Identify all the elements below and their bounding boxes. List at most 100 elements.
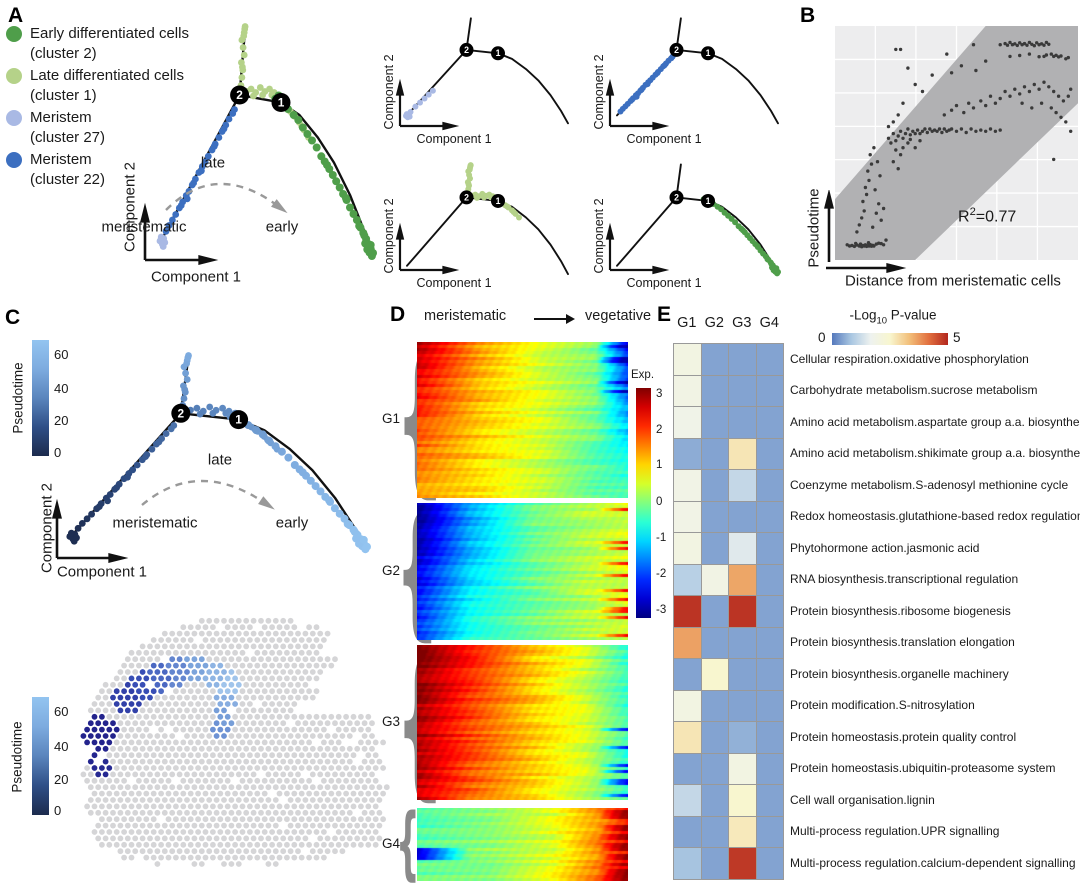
spatial-spot [298,739,305,746]
spatial-spot [261,726,268,733]
spatial-spot [128,765,135,771]
spatial-spot [380,790,386,797]
spatial-spot [87,784,94,791]
spatial-spot [158,841,164,848]
pvalue-cell-G1-row12 [674,690,702,722]
cell-point [240,32,248,40]
spatial-spot [217,829,224,835]
spatial-spot [113,726,120,733]
spatial-spot [169,835,176,842]
spatial-spot [332,720,338,727]
spatial-spot [324,733,331,739]
spatial-spot [272,745,279,752]
svg-text:2: 2 [464,45,469,55]
spatial-spot [272,758,279,765]
spatial-spot [202,637,209,643]
spatial-spot [313,765,320,771]
spatial-spot [191,694,198,701]
scatter-point [869,162,874,166]
spatial-spot [217,675,224,682]
pseudotime-tick-40: 40 [54,380,69,396]
spatial-spot [124,720,131,727]
scatter-point [959,64,964,68]
spatial-spot [272,707,279,714]
spatial-spot [250,733,257,739]
spatial-spot [180,829,187,835]
spatial-spot [254,688,261,695]
spatial-spot [150,713,157,720]
spatial-spot [228,758,235,765]
spatial-spot [224,688,231,695]
spatial-spot [106,713,113,720]
cell-point [421,95,428,102]
scatter-point [971,106,976,110]
spatial-spot [269,649,275,656]
cell-point [754,243,761,249]
spatial-spot [202,841,209,848]
spatial-spot [113,713,120,720]
pathway-term-10: Protein biosynthesis.translation elongat… [790,635,1015,650]
spatial-spot [324,797,331,803]
scatter-point [1066,94,1070,98]
spatial-spot [298,777,305,784]
pseudotime-colorbar-trajectory [32,340,49,456]
scatter-point [1059,115,1063,120]
spatial-spot [213,720,220,727]
spatial-spot [161,848,168,855]
spatial-spot [321,637,327,643]
pvalue-cell-G2-row16 [701,816,729,848]
spatial-spot [306,624,312,631]
spatial-spot [346,758,353,765]
legend-item-4: Meristem (cluster 22) [6,150,105,190]
spatial-spot [169,707,176,714]
spatial-spot [150,854,157,861]
spatial-spot [354,835,361,842]
spatial-spot [372,777,379,784]
scatter-point [1015,43,1019,48]
spatial-spot [158,688,164,695]
spatial-spot [124,707,131,714]
spatial-spot [280,758,287,765]
spatial-spot [161,822,168,829]
spatial-spot [247,637,253,643]
spatial-spot [284,816,290,823]
cell-point [238,74,246,81]
pvalue-row-6 [674,501,784,533]
spatial-spot [217,688,224,695]
spatial-spot [139,733,146,739]
scatter-point [866,169,870,173]
spatial-spot [306,637,312,643]
spatial-spot [198,720,205,727]
late-annotation-c: late [207,451,233,469]
spatial-spot [239,841,246,848]
scatter-point [891,120,895,124]
spatial-spot [147,694,153,701]
scatter-point [1003,89,1007,94]
spatial-spot [313,624,320,631]
spatial-spot [217,765,224,771]
spatial-spot [176,707,183,714]
scatter-point [908,133,912,137]
spatial-spot [335,790,342,797]
spatial-spot [132,835,139,842]
cell-point [769,264,775,271]
spatial-spot [291,649,298,656]
spatial-spot [184,694,190,701]
spatial-spot [250,617,257,624]
pvalue-cell-G4-row3 [756,407,784,439]
spatial-spot [258,835,264,842]
spatial-spot [254,739,261,746]
spatial-spot [113,688,120,695]
spatial-spot [324,848,331,855]
scatter-point [930,73,934,77]
scatter-point [1032,44,1036,48]
spatial-spot [117,758,124,765]
spatial-spot [158,765,164,771]
spatial-spot [195,739,201,746]
pseudotime-tick-0: 0 [54,803,62,819]
spatial-spot [202,726,209,733]
svg-text:2: 2 [674,192,679,202]
spatial-spot [128,726,135,733]
spatial-spot [232,701,239,707]
spatial-spot [195,726,201,733]
